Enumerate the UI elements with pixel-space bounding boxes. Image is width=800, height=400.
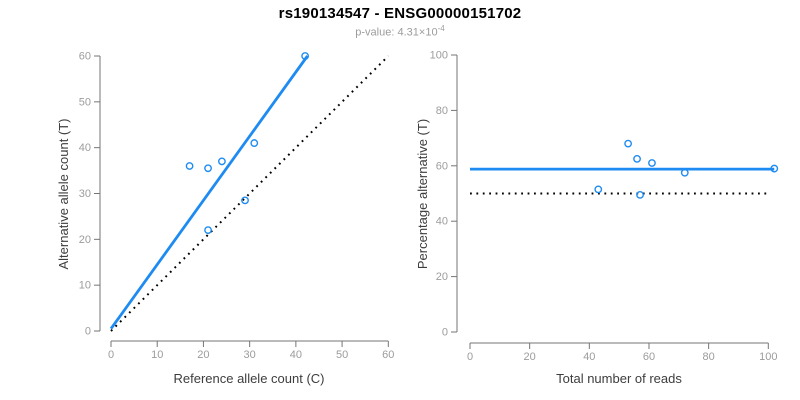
- pvalue-subtitle: p-value: 4.31×10-4: [0, 24, 800, 39]
- right-x-axis-title: Total number of reads: [556, 371, 682, 386]
- y-tick-label: 50: [79, 96, 91, 108]
- y-tick-label: 60: [79, 51, 91, 63]
- x-tick-label: 20: [524, 351, 536, 363]
- left-x-axis-title: Reference allele count (C): [173, 371, 324, 386]
- data-point: [770, 164, 779, 173]
- data-point: [204, 164, 212, 173]
- data-point: [680, 168, 689, 177]
- data-point: [594, 185, 603, 194]
- y-tick-label: 60: [436, 160, 448, 172]
- data-point: [624, 139, 632, 148]
- x-tick-label: 50: [336, 349, 348, 361]
- left-scatter-panel: 0 10 20 30 40 50 60 0 10 20 30 40 50 60: [79, 51, 395, 362]
- y-tick-label: 40: [79, 142, 91, 154]
- x-tick-label: 0: [467, 351, 473, 363]
- x-tick-label: 80: [703, 351, 715, 363]
- pvalue-exponent: -4: [437, 24, 445, 33]
- x-tick-label: 40: [583, 351, 595, 363]
- y-tick-label: 0: [85, 326, 91, 338]
- x-tick-label: 20: [197, 349, 209, 361]
- y-tick-label: 20: [436, 271, 448, 283]
- y-tick-label: 80: [436, 105, 448, 117]
- pvalue-mantissa: 4.31: [397, 26, 419, 39]
- pvalue-prefix: p-value:: [355, 26, 398, 39]
- data-point: [633, 154, 641, 163]
- y-tick-label: 40: [436, 216, 448, 228]
- x-tick-label: 40: [290, 349, 302, 361]
- data-point: [648, 159, 656, 167]
- figure-title: rs190134547 - ENSG00000151702: [278, 5, 522, 22]
- pvalue-multiplier: ×10: [418, 26, 438, 39]
- data-point: [204, 226, 212, 235]
- x-tick-label: 60: [643, 351, 655, 363]
- x-tick-label: 10: [151, 349, 163, 361]
- data-point: [250, 139, 259, 147]
- y-tick-label: 20: [79, 234, 91, 246]
- y-tick-label: 10: [79, 280, 91, 292]
- x-tick-label: 100: [759, 351, 777, 363]
- data-point: [218, 157, 226, 166]
- y-tick-label: 30: [79, 188, 91, 200]
- identity-line: [110, 55, 390, 332]
- x-tick-label: 30: [244, 349, 256, 361]
- right-y-axis-title: Percentage alternative (T): [415, 119, 430, 269]
- data-point: [185, 162, 194, 170]
- y-tick-label: 0: [442, 327, 448, 339]
- data-point: [241, 196, 249, 205]
- right-scatter-panel: 0 20 40 60 80 100 0 20 40 60 80 100: [430, 50, 779, 363]
- data-point: [636, 190, 644, 199]
- y-tick-label: 100: [430, 50, 448, 62]
- x-tick-label: 0: [108, 349, 114, 361]
- left-y-axis-title: Alternative allele count (T): [56, 118, 71, 269]
- x-tick-label: 60: [382, 349, 394, 361]
- fit-line: [109, 55, 309, 330]
- data-point: [301, 52, 310, 60]
